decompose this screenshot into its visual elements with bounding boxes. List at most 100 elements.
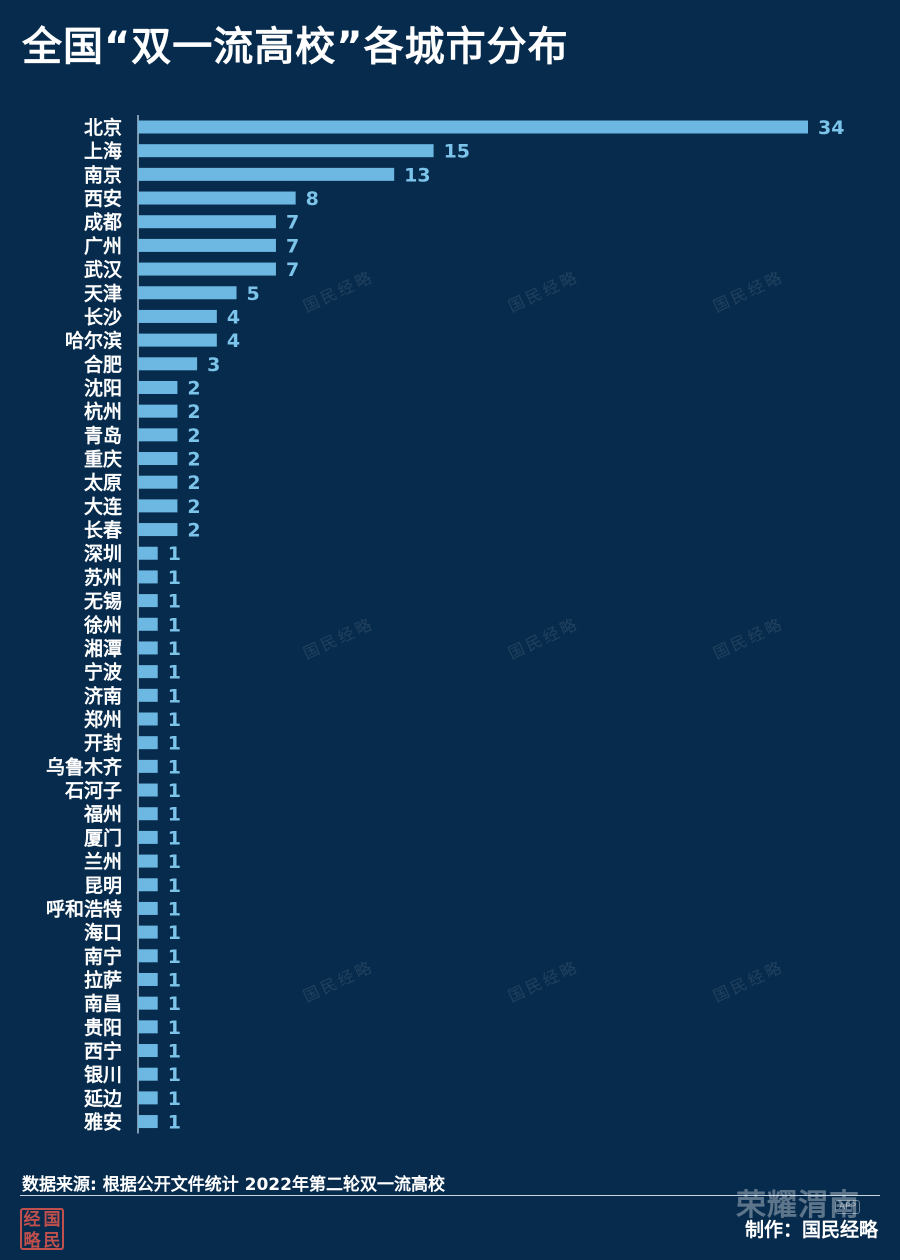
bar [138,499,178,513]
bar [138,1044,158,1058]
category-label: 杭州 [84,400,122,423]
category-label: 深圳 [84,542,122,565]
value-label: 1 [168,969,181,991]
value-label: 1 [168,875,181,897]
bar [138,167,395,181]
bar [138,901,158,915]
value-label: 1 [168,662,181,684]
bar [138,215,276,229]
value-label: 1 [168,591,181,613]
category-label: 沈阳 [84,376,122,399]
value-label: 4 [227,306,240,328]
value-label: 7 [286,259,299,281]
bar [138,854,158,868]
category-label: 重庆 [84,448,122,471]
category-label: 武汉 [84,259,123,281]
category-label: 兰州 [84,850,122,873]
value-label: 1 [168,756,181,778]
logo-char: 经 [23,1210,41,1230]
bar [138,357,198,371]
value-label: 2 [187,377,200,399]
category-label: 福州 [83,803,122,826]
category-label: 拉萨 [84,968,122,991]
category-label: 合肥 [84,353,122,376]
bar [138,925,158,939]
bar [138,736,158,750]
category-label: 苏州 [84,566,122,589]
bar [138,688,158,702]
bar [138,949,158,963]
category-label: 银川 [84,1063,122,1086]
value-label: 2 [187,401,200,423]
bar [138,1091,158,1105]
category-label: 徐州 [83,613,122,636]
logo-char: 略 [23,1231,41,1251]
category-label: 北京 [84,116,122,139]
bar [138,641,158,655]
category-label: 太原 [84,471,122,494]
bar [138,712,158,726]
category-label: 西安 [84,187,122,210]
category-label: 大连 [84,495,123,518]
bar [138,807,158,821]
category-label: 南京 [84,163,122,186]
category-label: 郑州 [84,709,122,731]
value-label: 8 [306,188,319,210]
category-label: 宁波 [84,661,123,684]
value-label: 15 [444,141,470,163]
category-label: 广州 [84,234,122,257]
value-label: 1 [168,804,181,826]
value-label: 2 [187,425,200,447]
bar [138,144,434,158]
value-label: 1 [168,851,181,873]
value-label: 5 [247,283,260,305]
value-label: 1 [168,827,181,849]
chart-title: 全国“双一流高校”各城市分布 [22,24,569,70]
category-label: 青岛 [84,424,122,447]
logo-char: 国 [43,1210,61,1230]
category-label: 湘潭 [84,637,122,660]
bar [138,759,158,773]
value-label: 1 [168,946,181,968]
category-label: 西宁 [84,1040,122,1063]
bar [138,996,158,1010]
overlay-watermark-brand: 荣耀渭南 [736,1188,860,1223]
category-label: 开封 [84,732,122,755]
value-label: 1 [168,709,181,731]
category-label: 长春 [84,519,122,542]
bar [138,452,178,466]
bar [138,594,158,608]
value-label: 7 [286,235,299,257]
bar [138,972,158,986]
footer-divider [20,1195,880,1196]
category-label: 雅安 [84,1111,122,1134]
category-label: 哈尔滨 [65,329,122,352]
category-label: 长沙 [84,306,122,328]
maker-credit: 制作：国民经略 [744,1219,878,1241]
bar [138,404,178,418]
bar [138,309,217,323]
category-label: 南宁 [84,945,122,968]
value-label: 1 [168,1088,181,1110]
value-label: 3 [207,354,220,376]
value-label: 1 [168,922,181,944]
bar [138,120,808,134]
value-label: 13 [404,164,430,186]
value-label: 1 [168,898,181,920]
value-label: 1 [168,1017,181,1039]
bar [138,380,178,394]
value-label: 1 [168,993,181,1015]
bar [138,523,178,537]
category-label: 厦门 [84,826,122,849]
value-label: 4 [227,330,240,352]
bar [138,475,178,489]
logo-char: 民 [43,1231,61,1251]
category-label: 无锡 [84,590,122,613]
value-label: 1 [168,638,181,660]
value-label: 34 [818,117,844,139]
category-label: 成都 [84,211,122,234]
bar [138,570,158,584]
value-label: 2 [187,472,200,494]
bar [138,878,158,892]
bar [138,428,178,442]
